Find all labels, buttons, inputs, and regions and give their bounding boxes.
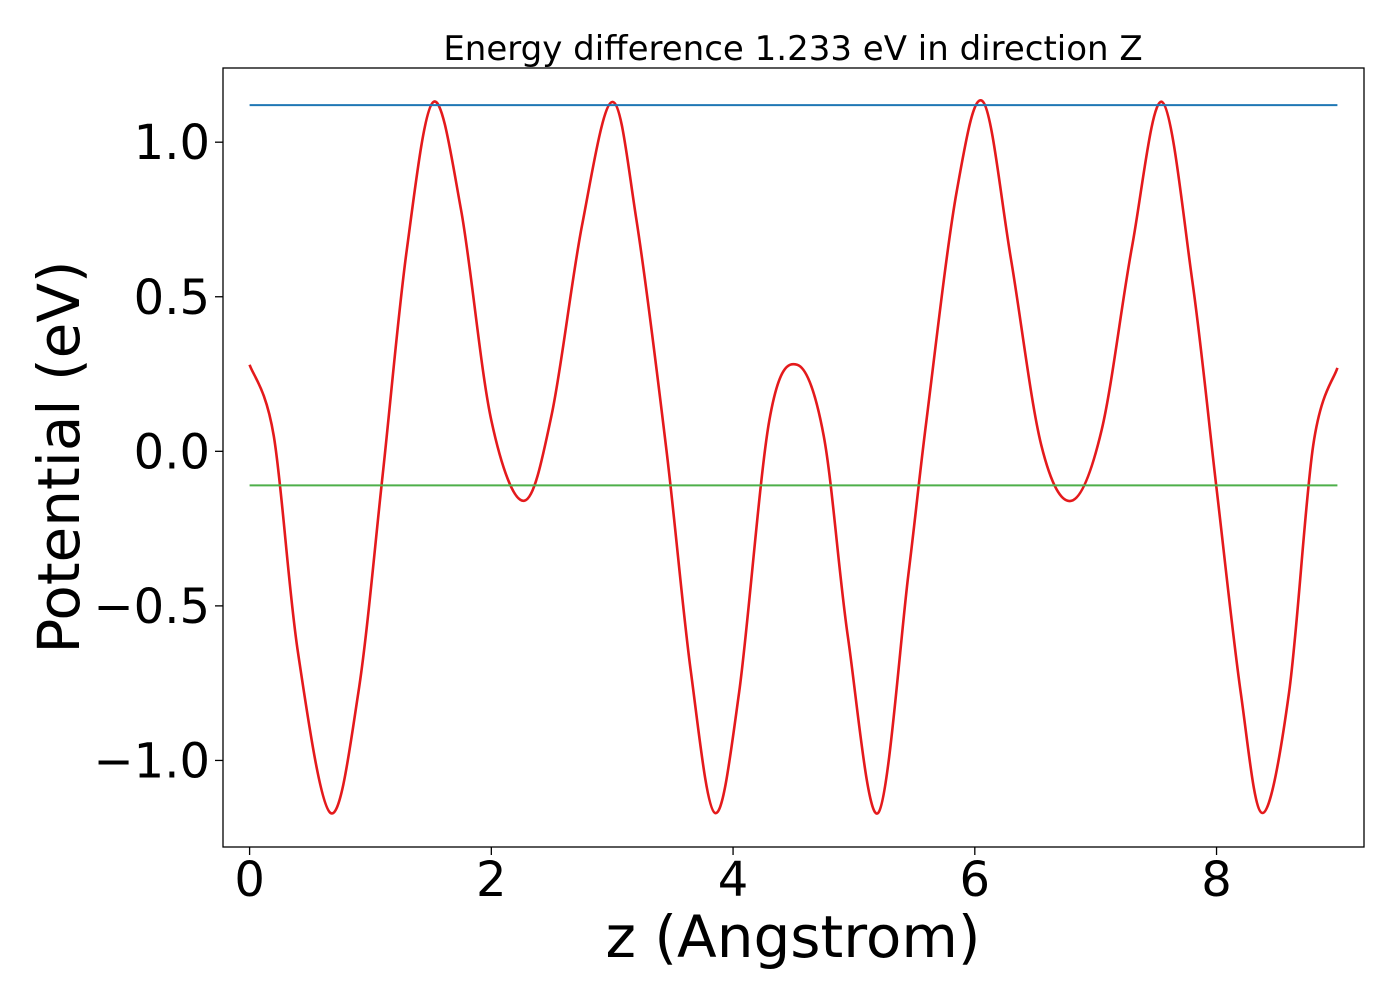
y-tick-label: 0.5 bbox=[134, 270, 210, 326]
x-tick-label: 0 bbox=[234, 852, 265, 908]
plot-lines bbox=[248, 99, 1339, 815]
y-tick-label: −1.0 bbox=[93, 733, 210, 789]
x-axis-label: z (Angstrom) bbox=[606, 903, 981, 971]
x-tick-label: 6 bbox=[960, 852, 991, 908]
x-tick-label: 2 bbox=[476, 852, 507, 908]
y-tick-label: 1.0 bbox=[134, 115, 210, 171]
y-tick-label: −0.5 bbox=[93, 579, 210, 635]
potential-line bbox=[248, 99, 1339, 815]
plot-frame bbox=[222, 67, 1365, 848]
y-axis: 1.0 0.5 0.0 −0.5 −1.0 bbox=[93, 115, 223, 789]
y-tick-label: 0.0 bbox=[134, 424, 210, 480]
chart-title: Energy difference 1.233 eV in direction … bbox=[443, 29, 1142, 69]
x-tick-label: 4 bbox=[718, 852, 749, 908]
y-axis-label: Potential (eV) bbox=[25, 260, 93, 653]
x-axis: 0 2 4 6 8 bbox=[234, 847, 1232, 908]
x-tick-label: 8 bbox=[1201, 852, 1232, 908]
